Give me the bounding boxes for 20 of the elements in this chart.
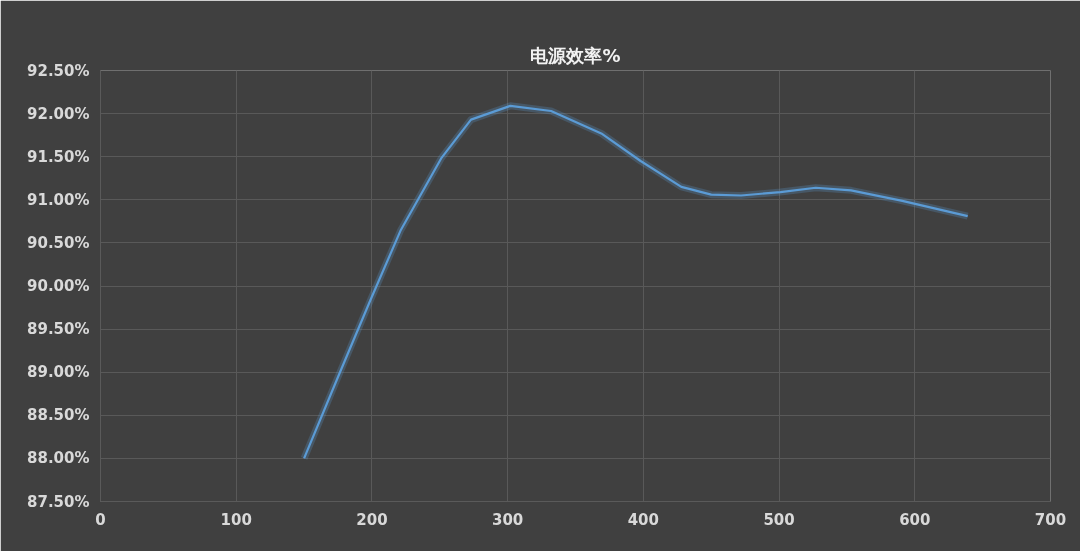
x-tick-label: 300 (491, 510, 524, 529)
x-tick-label: 400 (627, 510, 660, 529)
x-tick-label: 500 (763, 510, 795, 529)
y-tick-label: 91.00% (27, 190, 90, 209)
x-tick-label: 0 (95, 510, 106, 529)
y-tick-label: 87.50% (27, 492, 90, 511)
y-tick-label: 89.00% (27, 363, 90, 382)
x-tick-label: 600 (899, 510, 931, 529)
x-tick-label: 200 (356, 510, 388, 529)
chart-title: 电源效率% (530, 44, 621, 66)
x-tick-label: 700 (1034, 510, 1067, 529)
x-tick-label: 100 (220, 510, 252, 529)
y-tick-label: 92.00% (27, 104, 90, 123)
y-tick-label: 88.00% (27, 449, 90, 468)
y-tick-label: 92.50% (27, 61, 90, 80)
y-tick-label: 90.00% (27, 277, 90, 295)
y-tick-label: 90.50% (27, 233, 90, 252)
y-tick-label: 91.50% (27, 147, 90, 166)
y-tick-label: 88.50% (27, 406, 90, 425)
y-tick-label: 89.50% (27, 320, 90, 339)
